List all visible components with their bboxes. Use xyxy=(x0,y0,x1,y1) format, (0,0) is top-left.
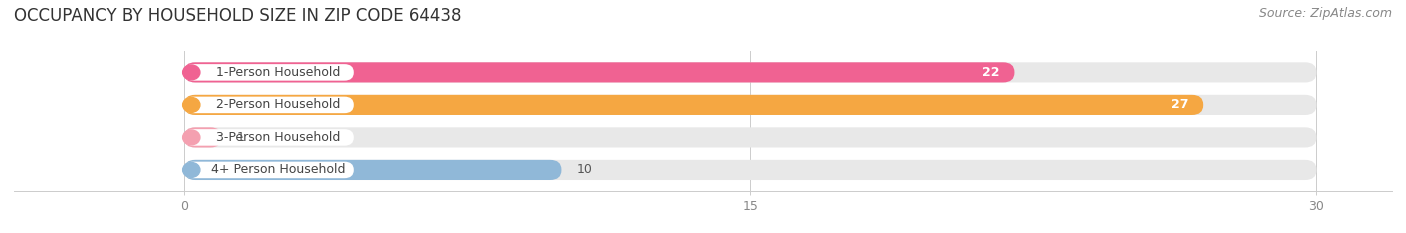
FancyBboxPatch shape xyxy=(184,127,222,147)
Text: 1-Person Household: 1-Person Household xyxy=(217,66,340,79)
FancyBboxPatch shape xyxy=(184,127,1316,147)
Text: 22: 22 xyxy=(981,66,1000,79)
Circle shape xyxy=(183,65,200,80)
Text: OCCUPANCY BY HOUSEHOLD SIZE IN ZIP CODE 64438: OCCUPANCY BY HOUSEHOLD SIZE IN ZIP CODE … xyxy=(14,7,461,25)
Text: 10: 10 xyxy=(576,163,592,176)
Text: 27: 27 xyxy=(1171,98,1188,111)
Text: 4+ Person Household: 4+ Person Household xyxy=(211,163,346,176)
FancyBboxPatch shape xyxy=(184,62,1316,82)
Circle shape xyxy=(183,162,200,177)
Text: Source: ZipAtlas.com: Source: ZipAtlas.com xyxy=(1258,7,1392,20)
Text: 2-Person Household: 2-Person Household xyxy=(217,98,340,111)
Circle shape xyxy=(183,97,200,112)
FancyBboxPatch shape xyxy=(184,129,354,146)
FancyBboxPatch shape xyxy=(184,160,1316,180)
FancyBboxPatch shape xyxy=(184,95,1204,115)
Text: 3-Person Household: 3-Person Household xyxy=(217,131,340,144)
FancyBboxPatch shape xyxy=(184,162,354,178)
FancyBboxPatch shape xyxy=(184,62,1015,82)
FancyBboxPatch shape xyxy=(184,64,354,81)
Text: 1: 1 xyxy=(236,131,245,144)
FancyBboxPatch shape xyxy=(184,95,1316,115)
FancyBboxPatch shape xyxy=(184,160,561,180)
Circle shape xyxy=(183,130,200,145)
FancyBboxPatch shape xyxy=(184,97,354,113)
